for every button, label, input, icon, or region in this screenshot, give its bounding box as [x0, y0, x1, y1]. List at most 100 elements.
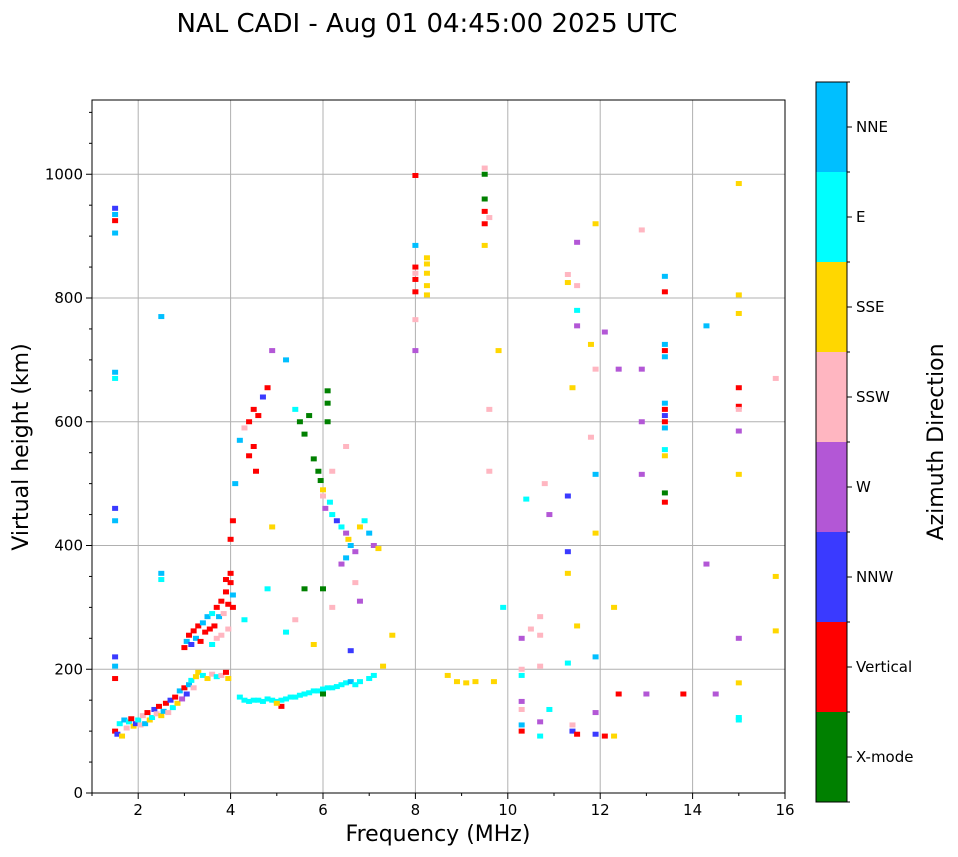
colorbar-label: W: [856, 478, 871, 496]
data-point: [329, 604, 336, 610]
data-point: [158, 577, 165, 583]
data-point: [574, 283, 581, 289]
data-point: [174, 700, 181, 706]
data-point: [366, 676, 373, 682]
colorbar-label: NNE: [856, 118, 888, 136]
colorbar: X-mode Vertical NNW W SSW SSE E NNE: [815, 81, 913, 803]
data-point: [296, 692, 303, 698]
data-point: [574, 623, 581, 629]
data-point: [153, 711, 160, 717]
data-point: [144, 710, 151, 716]
data-point: [481, 208, 488, 214]
data-point: [310, 642, 317, 647]
x-tick-label: 4: [226, 801, 236, 819]
data-point: [661, 289, 668, 295]
data-point: [338, 682, 345, 688]
data-point: [638, 419, 645, 425]
data-point: [569, 722, 576, 728]
data-point: [112, 728, 119, 734]
grid-lines: [92, 100, 785, 793]
colorbar-label: NNW: [856, 568, 893, 586]
data-point: [149, 715, 156, 721]
data-point: [123, 725, 130, 731]
data-point: [574, 323, 581, 329]
data-point: [389, 632, 396, 638]
data-point: [142, 721, 149, 727]
data-point: [546, 706, 553, 712]
y-tick-label: 1000: [45, 165, 83, 183]
data-point: [310, 688, 317, 694]
data-point: [218, 632, 225, 638]
data-point: [486, 215, 493, 221]
colorbar-title: Azimuth Direction: [924, 343, 949, 540]
data-point: [661, 453, 668, 459]
colorbar-segment: [816, 172, 847, 262]
data-point: [735, 428, 742, 434]
data-point: [370, 672, 377, 678]
data-point: [112, 663, 119, 669]
y-tick-label: 400: [54, 537, 83, 555]
data-point: [412, 289, 419, 295]
colorbar-label: SSW: [856, 388, 890, 406]
data-point: [518, 672, 525, 678]
y-axis-label: Virtual height (km): [9, 343, 34, 550]
data-point: [680, 691, 687, 697]
data-point: [220, 611, 227, 617]
data-point: [423, 292, 430, 298]
data-point: [601, 733, 608, 739]
data-point: [253, 468, 260, 474]
data-point: [324, 388, 331, 394]
data-point: [661, 341, 668, 347]
data-point: [735, 717, 742, 723]
data-point: [661, 273, 668, 279]
data-point: [216, 614, 223, 620]
data-point: [564, 570, 571, 576]
data-point: [250, 444, 257, 449]
colorbar-segment: [816, 262, 847, 352]
data-point: [380, 663, 387, 669]
data-point: [246, 419, 253, 425]
data-point: [227, 536, 234, 542]
data-point: [343, 555, 350, 561]
data-point: [472, 679, 479, 685]
data-point: [500, 604, 507, 610]
data-point: [190, 628, 197, 634]
data-point: [306, 413, 313, 419]
data-point: [186, 682, 193, 688]
data-point: [199, 620, 206, 626]
data-point: [643, 691, 650, 697]
data-point: [537, 719, 544, 725]
data-point: [264, 586, 271, 592]
data-point: [119, 733, 126, 739]
data-point: [158, 314, 165, 320]
data-point: [222, 589, 229, 595]
colorbar-label: Vertical: [856, 658, 912, 676]
data-point: [315, 688, 322, 694]
data-point: [183, 638, 190, 644]
data-point: [292, 694, 299, 700]
data-point: [592, 654, 599, 660]
colorbar-segment: [816, 352, 847, 442]
data-point: [225, 676, 232, 682]
data-point: [232, 481, 239, 487]
data-point: [735, 635, 742, 641]
data-point: [195, 623, 202, 629]
plot-area-frame: [91, 99, 786, 794]
data-point: [481, 221, 488, 227]
data-point: [315, 468, 322, 474]
data-point: [112, 218, 119, 224]
data-point: [162, 700, 169, 706]
colorbar-segment: [816, 622, 847, 712]
y-tick-label: 0: [73, 784, 83, 802]
data-point: [444, 672, 451, 678]
data-point: [326, 499, 333, 505]
data-point: [735, 181, 742, 187]
data-point: [206, 626, 213, 632]
data-point: [264, 696, 271, 702]
data-point: [601, 329, 608, 335]
data-point: [181, 645, 188, 651]
data-point: [564, 271, 571, 277]
data-point: [287, 694, 294, 700]
data-point: [518, 722, 525, 728]
data-point: [269, 524, 276, 530]
